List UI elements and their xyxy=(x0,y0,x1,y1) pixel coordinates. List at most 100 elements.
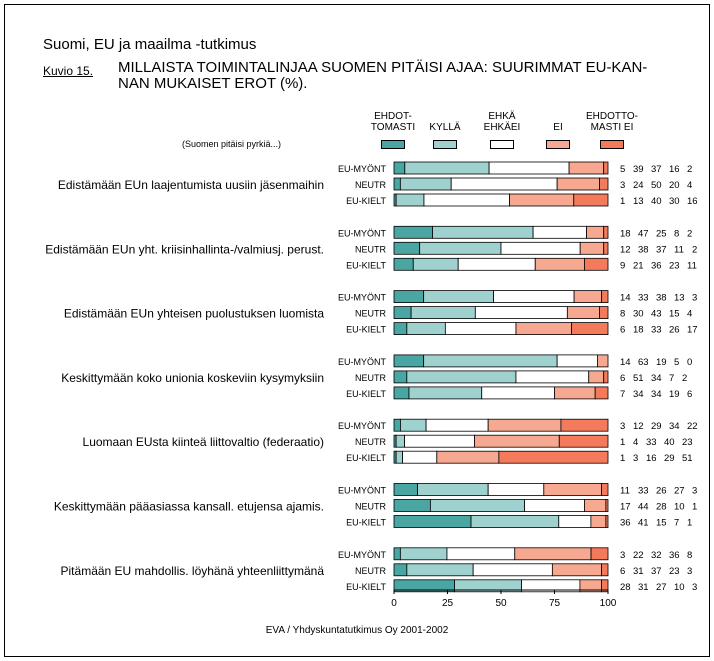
bar-segment xyxy=(393,241,421,255)
bar-segment xyxy=(417,483,489,496)
value-label: 33 xyxy=(651,325,662,336)
group-label: Keskittymään koko unionia koskeviin kysy… xyxy=(61,371,324,385)
row-label: EU-MYÖNT xyxy=(338,421,386,431)
value-label: 51 xyxy=(682,453,693,464)
prefix-note: (Suomen pitäisi pyrkiä...) xyxy=(182,139,282,149)
value-label: 15 xyxy=(656,518,667,529)
value-label: 6 xyxy=(687,389,692,400)
bar-segment xyxy=(423,354,558,368)
bar-segment xyxy=(579,241,605,255)
bar-segment xyxy=(588,370,605,384)
value-label: 16 xyxy=(687,196,698,207)
value-label: 14 xyxy=(620,357,631,368)
value-label: 37 xyxy=(656,244,667,255)
value-label: 63 xyxy=(638,357,649,368)
value-label: 23 xyxy=(682,437,693,448)
value-label: 11 xyxy=(620,486,630,497)
value-label: 7 xyxy=(669,373,674,384)
bar-segment xyxy=(590,515,607,528)
value-label: 23 xyxy=(669,566,680,577)
value-label: 10 xyxy=(674,502,685,513)
value-label: 44 xyxy=(638,502,649,513)
bar-segment xyxy=(603,241,609,255)
value-label: 28 xyxy=(656,502,667,513)
bar-segment xyxy=(425,418,489,432)
value-label: 30 xyxy=(633,309,644,320)
bar-segment xyxy=(429,499,525,512)
value-label: 4 xyxy=(687,309,692,320)
figure-title-line1: MILLAISTA TOIMINTALINJAA SUOMEN PITÄISI … xyxy=(118,59,648,76)
group-label: Pitämään EU mahdollis. löyhänä yhteenlii… xyxy=(61,564,325,578)
value-label: 2 xyxy=(687,228,692,239)
legend-swatch-ehdottomasti xyxy=(381,140,405,149)
bar-segment xyxy=(515,322,573,336)
value-label: 34 xyxy=(651,373,662,384)
value-label: 11 xyxy=(674,244,684,255)
bar-segment xyxy=(573,193,609,207)
value-label: 37 xyxy=(651,164,662,175)
figure-title-line2: NAN MUKAISET EROT (%). xyxy=(118,75,308,92)
value-label: 3 xyxy=(620,421,625,432)
bar-segment xyxy=(393,177,401,191)
row-label: EU-KIELT xyxy=(346,389,386,399)
value-label: 31 xyxy=(633,566,644,577)
bar-segment xyxy=(393,499,431,512)
legend-label-ehdottomasti: EHDOT- TOMASTI xyxy=(370,111,416,133)
value-label: 15 xyxy=(669,309,680,320)
value-label: 40 xyxy=(664,437,675,448)
bar-segment xyxy=(410,306,476,320)
bar-segment xyxy=(481,386,555,400)
value-label: 36 xyxy=(669,550,680,561)
value-label: 8 xyxy=(674,228,679,239)
value-label: 17 xyxy=(687,325,698,336)
value-label: 3 xyxy=(620,180,625,191)
value-label: 3 xyxy=(692,582,697,593)
bar-segment xyxy=(444,322,517,336)
value-label: 26 xyxy=(656,486,667,497)
bar-segment xyxy=(432,225,534,239)
value-label: 8 xyxy=(620,309,625,320)
value-label: 1 xyxy=(620,453,625,464)
bar-segment xyxy=(584,257,609,271)
bar-segment xyxy=(406,563,474,577)
row-label: EU-MYÖNT xyxy=(338,550,386,560)
bar-segment xyxy=(393,563,408,577)
bar-segment xyxy=(393,225,433,239)
bar-segment xyxy=(601,579,609,593)
row-label: EU-KIELT xyxy=(346,196,386,206)
row-label: EU-KIELT xyxy=(346,582,386,592)
bar-segment xyxy=(399,177,452,191)
value-label: 13 xyxy=(674,293,685,304)
value-label: 14 xyxy=(620,293,631,304)
bar-segment xyxy=(556,177,600,191)
bar-segment xyxy=(599,177,609,191)
value-label: 36 xyxy=(651,260,662,271)
x-tick-label: 50 xyxy=(495,598,507,609)
x-tick-label: 100 xyxy=(600,598,617,609)
value-label: 4 xyxy=(633,437,638,448)
value-label: 3 xyxy=(692,293,697,304)
row-label: NEUTR xyxy=(355,309,386,319)
value-label: 1 xyxy=(620,196,625,207)
value-label: 6 xyxy=(620,566,625,577)
bar-segment xyxy=(568,161,605,175)
bar-segment xyxy=(446,547,516,561)
value-label: 11 xyxy=(687,260,697,271)
figure-label: Kuvio 15. xyxy=(43,64,94,78)
value-label: 34 xyxy=(669,421,680,432)
row-label: NEUTR xyxy=(355,373,386,383)
x-tick-label: 0 xyxy=(391,598,397,609)
bar-segment xyxy=(457,257,536,271)
bar-segment xyxy=(393,483,418,496)
row-label: EU-MYÖNT xyxy=(338,164,386,174)
source-footer: EVA / Yhdyskuntatutkimus Oy 2001-2002 xyxy=(265,625,449,636)
bar-segment xyxy=(399,547,448,561)
bar-segment xyxy=(395,434,405,448)
value-label: 12 xyxy=(633,421,644,432)
value-label: 24 xyxy=(633,180,644,191)
value-label: 1 xyxy=(620,437,625,448)
value-label: 29 xyxy=(651,421,662,432)
value-label: 19 xyxy=(669,389,680,400)
bar-segment xyxy=(500,241,581,255)
legend-swatch-ehdottomasti-ei xyxy=(600,140,624,149)
